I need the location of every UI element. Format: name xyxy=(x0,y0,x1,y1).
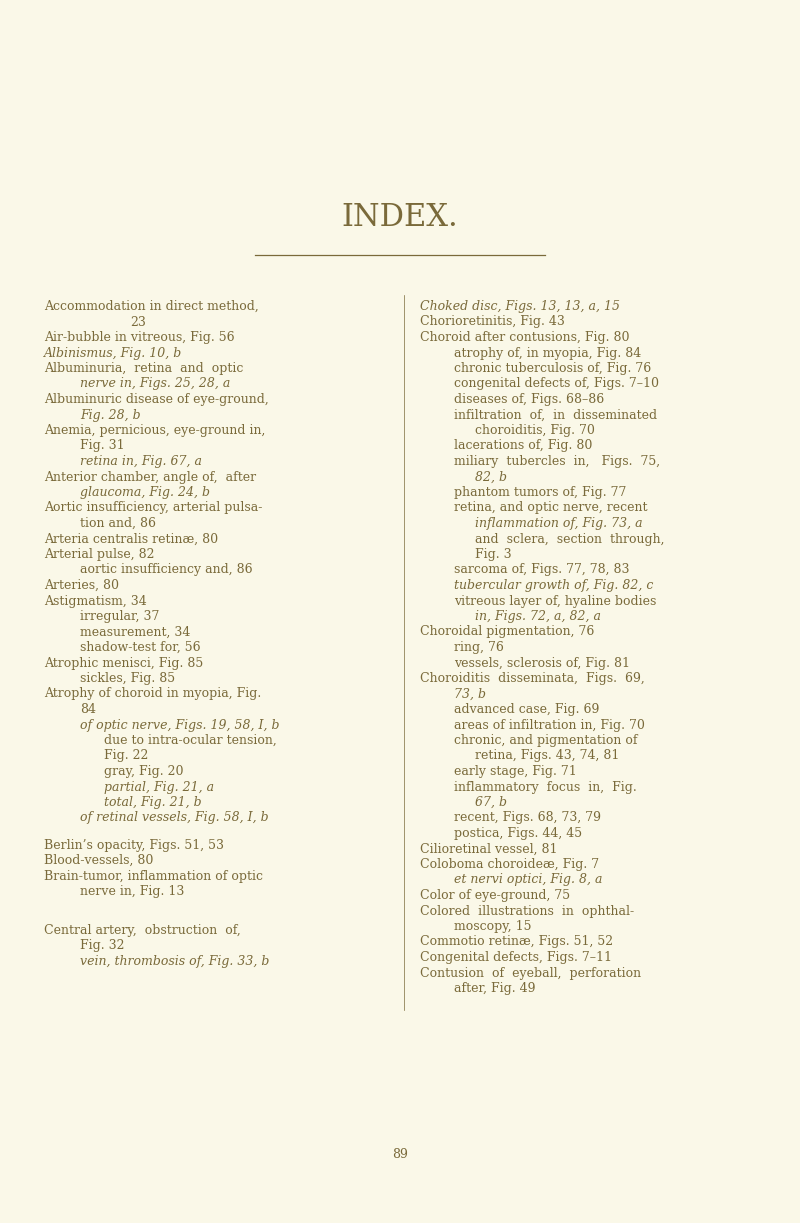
Text: Fig. 28, b: Fig. 28, b xyxy=(80,408,141,422)
Text: Air-bubble in vitreous, Fig. 56: Air-bubble in vitreous, Fig. 56 xyxy=(44,331,234,344)
Text: nerve in, Figs. 25, 28, a: nerve in, Figs. 25, 28, a xyxy=(80,378,230,390)
Text: of retinal vessels, Fig. 58, I, b: of retinal vessels, Fig. 58, I, b xyxy=(80,812,269,824)
Text: inflammation of, Fig. 73, a: inflammation of, Fig. 73, a xyxy=(475,517,642,530)
Text: Albuminuria,  retina  and  optic: Albuminuria, retina and optic xyxy=(44,362,243,375)
Text: 82, b: 82, b xyxy=(475,471,507,483)
Text: tubercular growth of, Fig. 82, c: tubercular growth of, Fig. 82, c xyxy=(454,578,654,592)
Text: Arterial pulse, 82: Arterial pulse, 82 xyxy=(44,548,154,561)
Text: Choked disc, Figs. 13, 13, a, 15: Choked disc, Figs. 13, 13, a, 15 xyxy=(420,300,620,313)
Text: lacerations of, Fig. 80: lacerations of, Fig. 80 xyxy=(454,439,592,453)
Text: sarcoma of, Figs. 77, 78, 83: sarcoma of, Figs. 77, 78, 83 xyxy=(454,564,630,576)
Text: Coloboma choroideæ, Fig. 7: Coloboma choroideæ, Fig. 7 xyxy=(420,859,599,871)
Text: Albinismus, Fig. 10, b: Albinismus, Fig. 10, b xyxy=(44,346,182,360)
Text: retina, and optic nerve, recent: retina, and optic nerve, recent xyxy=(454,501,647,515)
Text: and  sclera,  section  through,: and sclera, section through, xyxy=(475,532,665,545)
Text: Berlin’s opacity, Figs. 51, 53: Berlin’s opacity, Figs. 51, 53 xyxy=(44,839,224,851)
Text: 23: 23 xyxy=(130,316,146,329)
Text: Accommodation in direct method,: Accommodation in direct method, xyxy=(44,300,258,313)
Text: diseases of, Figs. 68–86: diseases of, Figs. 68–86 xyxy=(454,393,604,406)
Text: aortic insufficiency and, 86: aortic insufficiency and, 86 xyxy=(80,564,253,576)
Text: Contusion  of  eyeball,  perforation: Contusion of eyeball, perforation xyxy=(420,966,641,980)
Text: Choroid after contusions, Fig. 80: Choroid after contusions, Fig. 80 xyxy=(420,331,630,344)
Text: after, Fig. 49: after, Fig. 49 xyxy=(454,982,535,996)
Text: inflammatory  focus  in,  Fig.: inflammatory focus in, Fig. xyxy=(454,780,637,794)
Text: Choroidal pigmentation, 76: Choroidal pigmentation, 76 xyxy=(420,625,594,638)
Text: areas of infiltration in, Fig. 70: areas of infiltration in, Fig. 70 xyxy=(454,718,645,731)
Text: in, Figs. 72, a, 82, a: in, Figs. 72, a, 82, a xyxy=(475,610,601,623)
Text: of optic nerve, Figs. 19, 58, I, b: of optic nerve, Figs. 19, 58, I, b xyxy=(80,718,279,731)
Text: ring, 76: ring, 76 xyxy=(454,641,504,654)
Text: gray, Fig. 20: gray, Fig. 20 xyxy=(104,766,183,778)
Text: retina in, Fig. 67, a: retina in, Fig. 67, a xyxy=(80,455,202,468)
Text: total, Fig. 21, b: total, Fig. 21, b xyxy=(104,796,202,808)
Text: nerve in, Fig. 13: nerve in, Fig. 13 xyxy=(80,885,184,898)
Text: Cilioretinal vessel, 81: Cilioretinal vessel, 81 xyxy=(420,843,558,856)
Text: Colored  illustrations  in  ophthal-: Colored illustrations in ophthal- xyxy=(420,905,634,917)
Text: phantom tumors of, Fig. 77: phantom tumors of, Fig. 77 xyxy=(454,486,626,499)
Text: Astigmatism, 34: Astigmatism, 34 xyxy=(44,594,146,608)
Text: 73, b: 73, b xyxy=(454,687,486,701)
Text: choroiditis, Fig. 70: choroiditis, Fig. 70 xyxy=(475,424,595,437)
Text: Congenital defects, Figs. 7–11: Congenital defects, Figs. 7–11 xyxy=(420,951,612,964)
Text: tion and, 86: tion and, 86 xyxy=(80,517,156,530)
Text: Blood-vessels, 80: Blood-vessels, 80 xyxy=(44,854,154,867)
Text: vein, thrombosis of, Fig. 33, b: vein, thrombosis of, Fig. 33, b xyxy=(80,955,270,967)
Text: INDEX.: INDEX. xyxy=(342,203,458,234)
Text: Atrophy of choroid in myopia, Fig.: Atrophy of choroid in myopia, Fig. xyxy=(44,687,262,701)
Text: Commotio retinæ, Figs. 51, 52: Commotio retinæ, Figs. 51, 52 xyxy=(420,936,613,949)
Text: Aortic insufficiency, arterial pulsa-: Aortic insufficiency, arterial pulsa- xyxy=(44,501,262,515)
Text: Atrophic menisci, Fig. 85: Atrophic menisci, Fig. 85 xyxy=(44,657,203,669)
Text: postica, Figs. 44, 45: postica, Figs. 44, 45 xyxy=(454,827,582,840)
Text: infiltration  of,  in  disseminated: infiltration of, in disseminated xyxy=(454,408,657,422)
Text: congenital defects of, Figs. 7–10: congenital defects of, Figs. 7–10 xyxy=(454,378,659,390)
Text: Arteries, 80: Arteries, 80 xyxy=(44,578,119,592)
Text: 84: 84 xyxy=(80,703,96,715)
Text: Fig. 32: Fig. 32 xyxy=(80,939,125,953)
Text: Albuminuric disease of eye-ground,: Albuminuric disease of eye-ground, xyxy=(44,393,269,406)
Text: Chorioretinitis, Fig. 43: Chorioretinitis, Fig. 43 xyxy=(420,316,565,329)
Text: Fig. 3: Fig. 3 xyxy=(475,548,512,561)
Text: Choroiditis  disseminata,  Figs.  69,: Choroiditis disseminata, Figs. 69, xyxy=(420,671,645,685)
Text: 67, b: 67, b xyxy=(475,796,507,808)
Text: chronic, and pigmentation of: chronic, and pigmentation of xyxy=(454,734,638,747)
Text: atrophy of, in myopia, Fig. 84: atrophy of, in myopia, Fig. 84 xyxy=(454,346,642,360)
Text: Color of eye-ground, 75: Color of eye-ground, 75 xyxy=(420,889,570,903)
Text: 89: 89 xyxy=(392,1148,408,1162)
Text: partial, Fig. 21, a: partial, Fig. 21, a xyxy=(104,780,214,794)
Text: vitreous layer of, hyaline bodies: vitreous layer of, hyaline bodies xyxy=(454,594,656,608)
Text: Anemia, pernicious, eye-ground in,: Anemia, pernicious, eye-ground in, xyxy=(44,424,266,437)
Text: advanced case, Fig. 69: advanced case, Fig. 69 xyxy=(454,703,599,715)
Text: Arteria centralis retinæ, 80: Arteria centralis retinæ, 80 xyxy=(44,532,218,545)
Text: vessels, sclerosis of, Fig. 81: vessels, sclerosis of, Fig. 81 xyxy=(454,657,630,669)
Text: miliary  tubercles  in,   Figs.  75,: miliary tubercles in, Figs. 75, xyxy=(454,455,660,468)
Text: Fig. 31: Fig. 31 xyxy=(80,439,125,453)
Text: Anterior chamber, angle of,  after: Anterior chamber, angle of, after xyxy=(44,471,256,483)
Text: irregular, 37: irregular, 37 xyxy=(80,610,159,623)
Text: early stage, Fig. 71: early stage, Fig. 71 xyxy=(454,766,577,778)
Text: measurement, 34: measurement, 34 xyxy=(80,625,190,638)
Text: glaucoma, Fig. 24, b: glaucoma, Fig. 24, b xyxy=(80,486,210,499)
Text: Fig. 22: Fig. 22 xyxy=(104,750,148,762)
Text: Central artery,  obstruction  of,: Central artery, obstruction of, xyxy=(44,923,241,937)
Text: chronic tuberculosis of, Fig. 76: chronic tuberculosis of, Fig. 76 xyxy=(454,362,651,375)
Text: moscopy, 15: moscopy, 15 xyxy=(454,920,531,933)
Text: recent, Figs. 68, 73, 79: recent, Figs. 68, 73, 79 xyxy=(454,812,601,824)
Text: sickles, Fig. 85: sickles, Fig. 85 xyxy=(80,671,175,685)
Text: et nervi optici, Fig. 8, a: et nervi optici, Fig. 8, a xyxy=(454,873,602,887)
Text: due to intra-ocular tension,: due to intra-ocular tension, xyxy=(104,734,277,747)
Text: retina, Figs. 43, 74, 81: retina, Figs. 43, 74, 81 xyxy=(475,750,619,762)
Text: shadow-test for, 56: shadow-test for, 56 xyxy=(80,641,201,654)
Text: Brain-tumor, inflammation of optic: Brain-tumor, inflammation of optic xyxy=(44,870,263,883)
